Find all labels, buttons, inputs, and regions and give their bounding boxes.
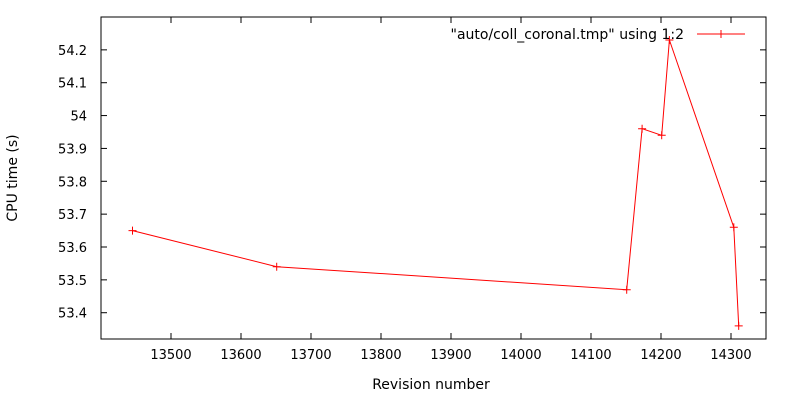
y-tick-label: 53.7 [58, 208, 87, 223]
y-axis: 53.4 53.5 53.6 53.7 53.8 53.9 54 54.1 54.2 [58, 44, 766, 322]
x-tick-label: 14300 [710, 348, 751, 363]
series-line [132, 39, 740, 326]
y-tick-label: 53.4 [58, 307, 87, 322]
y-tick-label: 54 [70, 110, 87, 125]
data-point [665, 36, 674, 44]
data-point [272, 262, 281, 271]
data-point [128, 226, 137, 235]
data-point [657, 131, 666, 140]
y-tick-label: 53.5 [58, 274, 87, 289]
data-point [729, 223, 738, 232]
x-tick-label: 13800 [360, 348, 401, 363]
x-axis-label: Revision number [372, 377, 490, 393]
legend: "auto/coll_coronal.tmp" using 1:2 [451, 27, 745, 43]
y-tick-label: 53.6 [58, 241, 87, 256]
data-point [638, 124, 647, 133]
data-point [734, 321, 743, 330]
legend-marker [717, 30, 725, 38]
x-tick-label: 13900 [430, 348, 471, 363]
y-axis-label: CPU time (s) [5, 134, 21, 221]
x-tick-label: 14000 [500, 348, 541, 363]
x-tick-label: 13500 [150, 348, 191, 363]
series-layer [128, 36, 743, 330]
x-tick-label: 14200 [640, 348, 681, 363]
y-tick-label: 54.2 [58, 44, 87, 59]
y-tick-label: 53.8 [58, 175, 87, 190]
x-axis: 13500 13600 13700 13800 13900 14000 14100 14200… [150, 17, 752, 363]
plot-frame [100, 16, 767, 340]
data-point [622, 285, 631, 294]
y-tick-label: 53.9 [58, 142, 87, 157]
y-tick-label: 54.1 [58, 77, 87, 92]
x-tick-label: 13700 [290, 348, 331, 363]
x-tick-label: 13600 [220, 348, 261, 363]
x-tick-label: 14100 [570, 348, 611, 363]
legend-label: "auto/coll_coronal.tmp" using 1:2 [451, 27, 684, 43]
